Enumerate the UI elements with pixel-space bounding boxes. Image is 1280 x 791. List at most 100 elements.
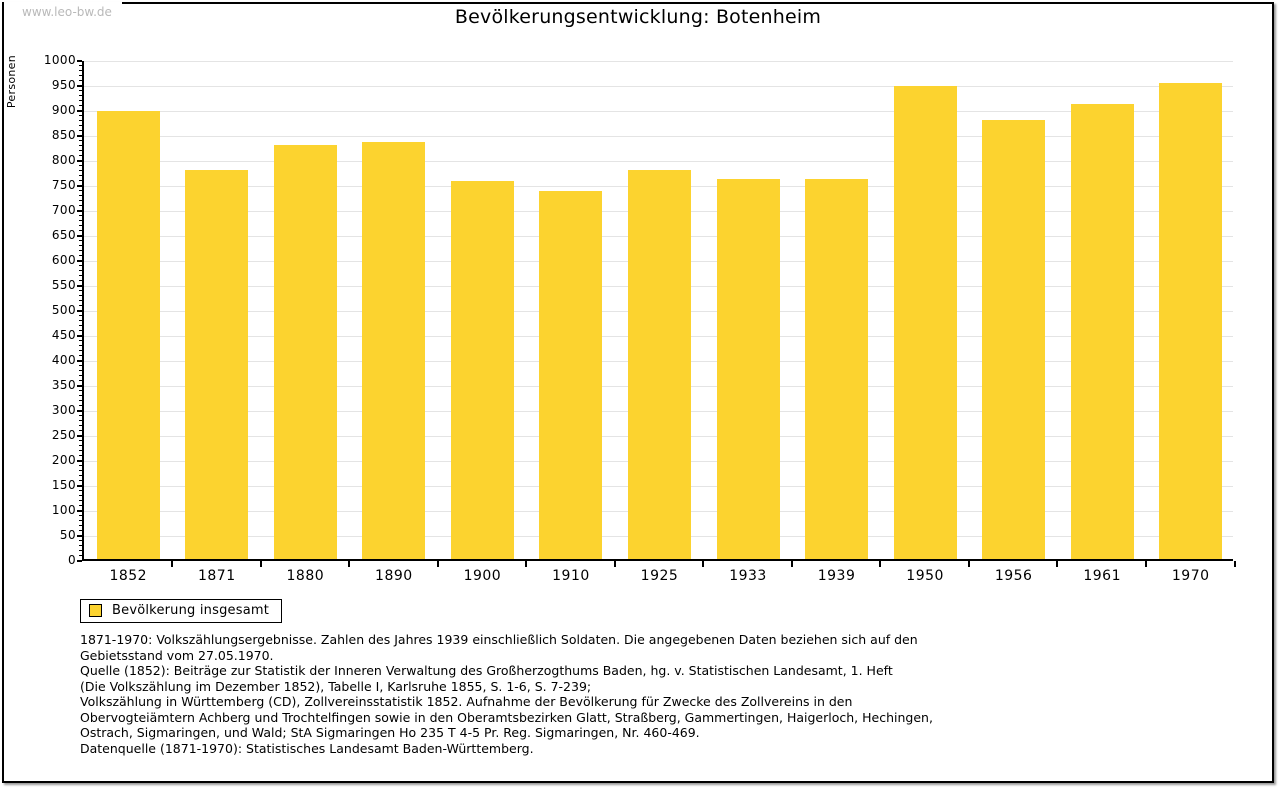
x-boundary-tick [348,561,351,567]
y-minor-tick [79,555,82,556]
y-minor-tick [79,90,82,91]
x-boundary-tick [525,561,528,567]
y-major-tick [77,560,82,562]
y-axis-label: Personen [5,55,18,109]
y-minor-tick [79,375,82,376]
bar-1956 [982,120,1046,559]
x-tick-label: 1950 [906,568,944,584]
y-minor-tick [79,370,82,371]
y-minor-tick [79,505,82,506]
y-minor-tick [79,155,82,156]
x-tick-label: 1900 [463,568,502,584]
gridline [84,136,1233,137]
y-minor-tick [79,380,82,381]
x-boundary-tick [613,561,616,567]
y-minor-tick [79,265,82,266]
y-minor-tick [79,415,82,416]
y-tick-label: 450 [51,328,76,342]
y-minor-tick [79,540,82,541]
x-tick-label: 1880 [286,568,325,584]
watermark: www.leo-bw.de [4,2,122,23]
y-minor-tick [79,190,82,191]
y-minor-tick [79,365,82,366]
gridline [84,61,1233,62]
y-minor-tick [79,515,82,516]
bar-1871 [185,169,249,559]
y-tick-label: 750 [51,178,76,192]
y-minor-tick [79,270,82,271]
y-minor-tick [79,455,82,456]
y-minor-tick [79,275,82,276]
y-major-tick [77,410,82,412]
y-minor-tick [79,390,82,391]
x-boundary-tick [436,561,439,567]
y-major-tick [77,435,82,437]
y-minor-tick [79,150,82,151]
x-tick-label: 1956 [994,568,1033,584]
y-tick-label: 950 [51,78,76,92]
x-tick-label: 1871 [197,568,236,584]
y-minor-tick [79,215,82,216]
legend-swatch-icon [89,604,102,617]
y-minor-tick [79,70,82,71]
y-minor-tick [79,470,82,471]
y-minor-tick [79,180,82,181]
y-minor-tick [79,255,82,256]
bar-1925 [628,169,691,559]
y-tick-label: 50 [59,528,76,542]
page-title: Bevölkerungsentwicklung: Botenheim [454,6,822,28]
y-minor-tick [79,525,82,526]
y-minor-tick [79,290,82,291]
x-boundary-tick [1144,561,1147,567]
x-boundary-tick [1056,561,1059,567]
y-minor-tick [79,490,82,491]
y-tick-label: 600 [51,253,76,267]
y-tick-label: 700 [51,203,76,217]
y-minor-tick [79,300,82,301]
y-minor-tick [79,305,82,306]
y-minor-tick [79,500,82,501]
y-minor-tick [79,195,82,196]
y-major-tick [77,160,82,162]
y-minor-tick [79,420,82,421]
y-minor-tick [79,465,82,466]
datasource-line: Datenquelle (1871-1970): Statistisches L… [80,741,534,756]
y-minor-tick [79,115,82,116]
bar-1961 [1070,104,1134,559]
bar-1910 [539,191,603,559]
y-minor-tick [79,430,82,431]
y-major-tick [77,85,82,87]
x-boundary-tick [967,561,970,567]
y-major-tick [77,235,82,237]
y-major-tick [77,110,82,112]
y-minor-tick [79,425,82,426]
y-minor-tick [79,445,82,446]
x-boundary-tick [879,561,882,567]
y-tick-label: 0 [67,553,76,567]
y-minor-tick [79,440,82,441]
x-tick-label: 1970 [1171,568,1210,584]
y-tick-label: 400 [51,353,76,367]
gridline [84,111,1233,112]
y-minor-tick [79,325,82,326]
x-boundary-tick [1233,561,1236,567]
bar-1880 [273,144,337,559]
y-minor-tick [79,165,82,166]
y-minor-tick [79,75,82,76]
y-minor-tick [79,280,82,281]
x-boundary-tick [702,561,705,567]
plot-area: 0 50 100 150 200 250 300 350 400 450 500 550 600 650 7… [44,53,1236,584]
y-tick-label: 550 [51,278,76,292]
bar-1933 [716,178,780,559]
y-minor-tick [79,495,82,496]
y-minor-tick [79,230,82,231]
y-major-tick [77,210,82,212]
y-minor-tick [79,405,82,406]
x-boundary-tick [259,561,262,567]
y-minor-tick [79,320,82,321]
y-minor-tick [79,80,82,81]
y-tick-label: 650 [51,228,76,242]
y-major-tick [77,535,82,537]
y-minor-tick [79,245,82,246]
y-tick-label: 350 [51,378,76,392]
